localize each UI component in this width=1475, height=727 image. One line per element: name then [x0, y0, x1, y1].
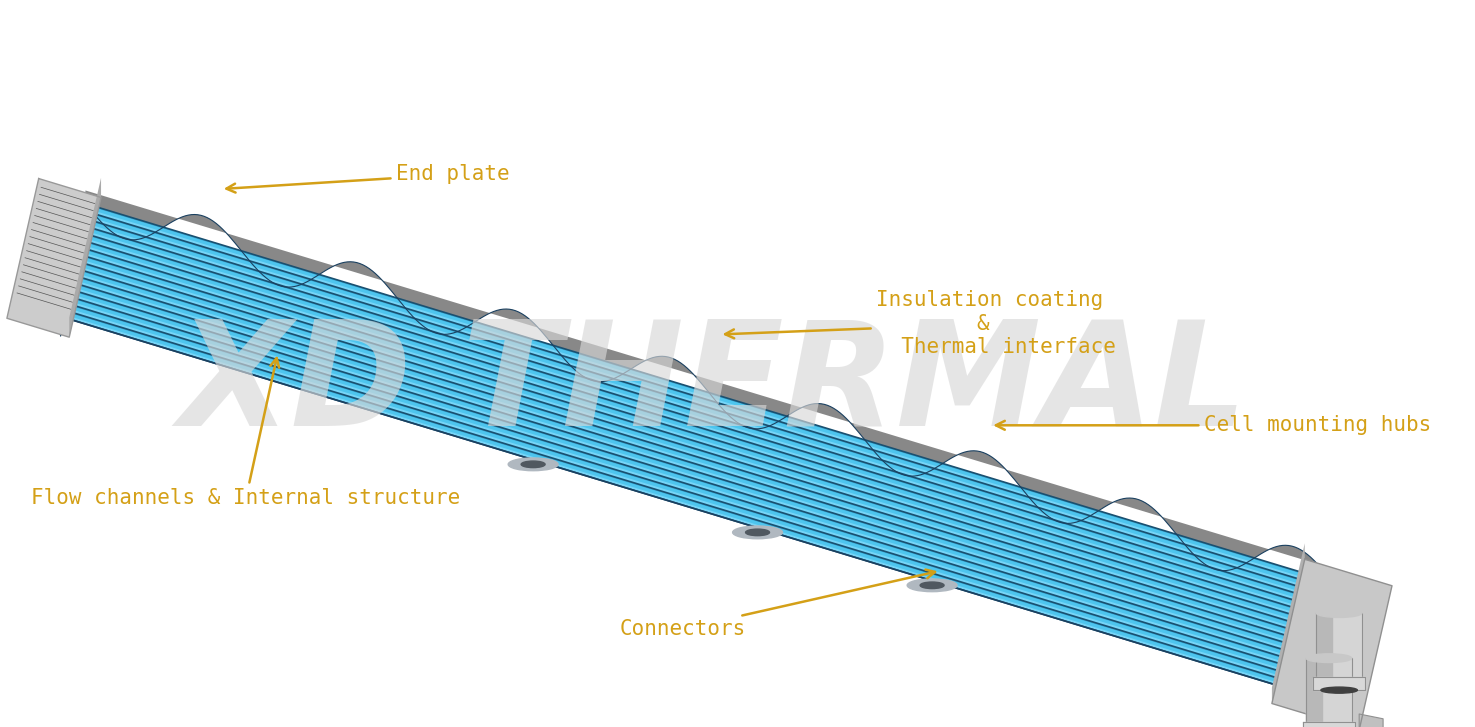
Polygon shape: [1271, 543, 1305, 704]
Text: Insulation coating
        &
  Thermal interface: Insulation coating & Thermal interface: [726, 290, 1117, 357]
Polygon shape: [65, 288, 1313, 673]
Polygon shape: [65, 295, 1311, 675]
Text: XD THERMAL: XD THERMAL: [178, 315, 1246, 456]
Polygon shape: [1316, 613, 1332, 686]
Polygon shape: [84, 204, 1332, 589]
Polygon shape: [1305, 658, 1322, 727]
Polygon shape: [1313, 677, 1366, 690]
Polygon shape: [72, 260, 1320, 639]
Polygon shape: [68, 278, 1316, 659]
Polygon shape: [81, 225, 1328, 604]
Polygon shape: [66, 286, 1314, 667]
Polygon shape: [1316, 613, 1361, 686]
Polygon shape: [81, 217, 1329, 603]
Ellipse shape: [1316, 681, 1361, 690]
Ellipse shape: [1316, 608, 1361, 617]
Polygon shape: [83, 211, 1330, 595]
Polygon shape: [66, 288, 1313, 667]
Polygon shape: [1305, 658, 1351, 727]
Polygon shape: [75, 250, 1323, 631]
Polygon shape: [84, 211, 1330, 590]
Polygon shape: [68, 281, 1314, 660]
Polygon shape: [80, 225, 1328, 610]
Polygon shape: [60, 309, 1308, 694]
Text: Flow channels & Internal structure: Flow channels & Internal structure: [31, 358, 460, 508]
Polygon shape: [60, 309, 1308, 688]
Polygon shape: [78, 232, 1326, 611]
Polygon shape: [84, 208, 1332, 589]
Polygon shape: [86, 190, 1332, 582]
Polygon shape: [60, 204, 1332, 694]
Polygon shape: [69, 178, 102, 337]
Polygon shape: [74, 246, 1323, 631]
Ellipse shape: [521, 461, 546, 467]
Polygon shape: [81, 222, 1329, 603]
Ellipse shape: [745, 529, 770, 536]
Polygon shape: [69, 267, 1317, 652]
Polygon shape: [75, 246, 1323, 625]
Polygon shape: [60, 314, 1308, 694]
Polygon shape: [72, 265, 1319, 646]
Polygon shape: [72, 253, 1322, 638]
Text: Cell mounting hubs: Cell mounting hubs: [996, 415, 1431, 435]
Polygon shape: [1302, 722, 1356, 727]
Polygon shape: [75, 238, 1325, 624]
Polygon shape: [77, 238, 1325, 618]
Polygon shape: [71, 260, 1320, 645]
Polygon shape: [63, 295, 1311, 680]
Polygon shape: [63, 300, 1311, 680]
Polygon shape: [71, 271, 1317, 652]
Polygon shape: [83, 217, 1329, 597]
Polygon shape: [62, 302, 1310, 687]
Polygon shape: [74, 257, 1320, 638]
Polygon shape: [7, 179, 102, 337]
Text: Connectors: Connectors: [620, 569, 935, 639]
Polygon shape: [77, 244, 1325, 624]
Polygon shape: [1358, 714, 1384, 727]
Polygon shape: [60, 204, 1332, 694]
Polygon shape: [65, 293, 1313, 673]
Polygon shape: [83, 215, 1330, 596]
Polygon shape: [78, 232, 1326, 616]
Polygon shape: [69, 274, 1316, 654]
Polygon shape: [60, 190, 86, 336]
Polygon shape: [74, 253, 1322, 632]
Ellipse shape: [733, 526, 783, 539]
Ellipse shape: [1305, 654, 1351, 662]
Ellipse shape: [920, 582, 944, 589]
Text: End plate: End plate: [227, 164, 510, 193]
Polygon shape: [62, 307, 1310, 688]
Polygon shape: [78, 236, 1326, 617]
Ellipse shape: [907, 579, 957, 592]
Ellipse shape: [509, 458, 558, 470]
Polygon shape: [63, 302, 1310, 681]
Polygon shape: [66, 281, 1314, 666]
Polygon shape: [1271, 559, 1392, 727]
Polygon shape: [80, 229, 1328, 610]
Polygon shape: [68, 274, 1316, 659]
Polygon shape: [71, 267, 1317, 646]
Polygon shape: [86, 204, 1332, 583]
Ellipse shape: [1322, 687, 1357, 694]
